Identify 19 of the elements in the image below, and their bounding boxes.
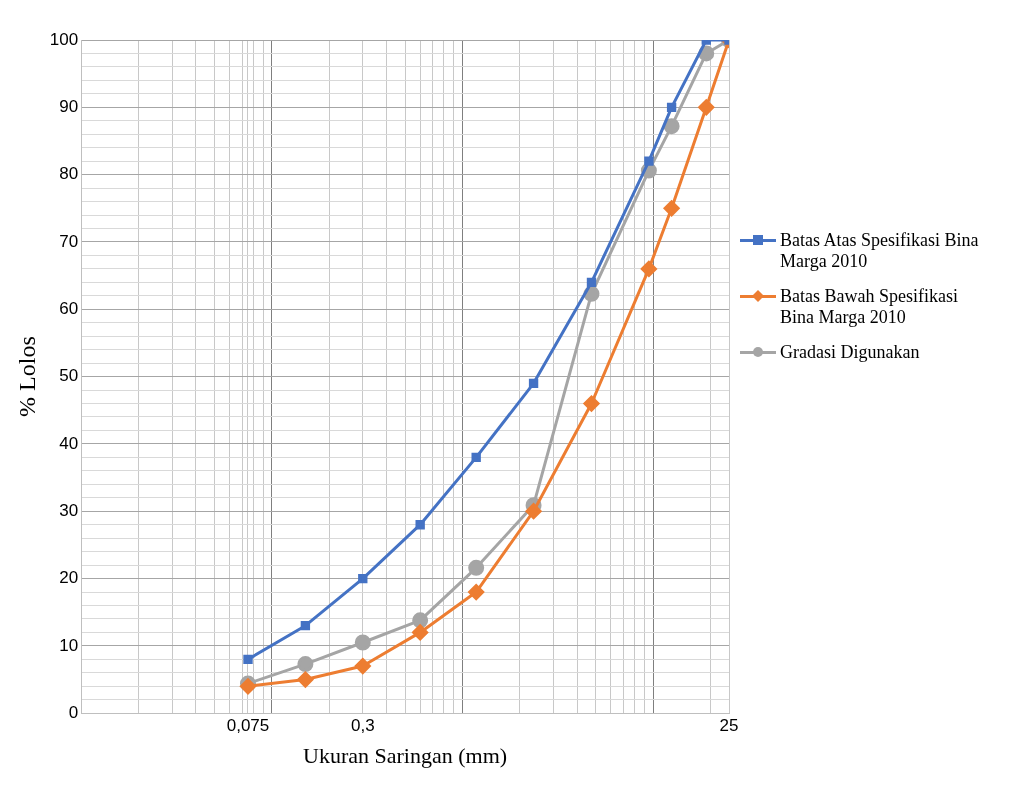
legend-label: Batas Atas Spesifikasi Bina Marga 2010 <box>780 230 980 272</box>
y-axis-title: % Lolos <box>13 336 40 417</box>
y-tick-label: 30 <box>59 500 79 520</box>
y-tick-label: 60 <box>59 298 79 318</box>
y-tick-label: 80 <box>59 164 79 184</box>
legend-label: Batas Bawah Spesifikasi Bina Marga 2010 <box>780 286 959 328</box>
x-tick-label: 0,075 <box>226 716 270 736</box>
y-tick-label: 40 <box>59 433 79 453</box>
x-tick-label: 0,3 <box>350 716 375 736</box>
y-tick-label: 50 <box>59 366 79 386</box>
y-tick-label: 70 <box>59 231 79 251</box>
y-tick-label: 20 <box>59 568 79 588</box>
legend-label: Gradasi Digunakan <box>780 342 920 363</box>
x-axis-title: Ukuran Saringan (mm) <box>303 742 508 768</box>
x-tick-label: 25 <box>719 716 739 736</box>
y-tick-label: 0 <box>68 702 79 722</box>
y-tick-label: 90 <box>59 97 79 117</box>
y-tick-label: 100 <box>49 29 79 49</box>
y-tick-label: 10 <box>59 635 79 655</box>
